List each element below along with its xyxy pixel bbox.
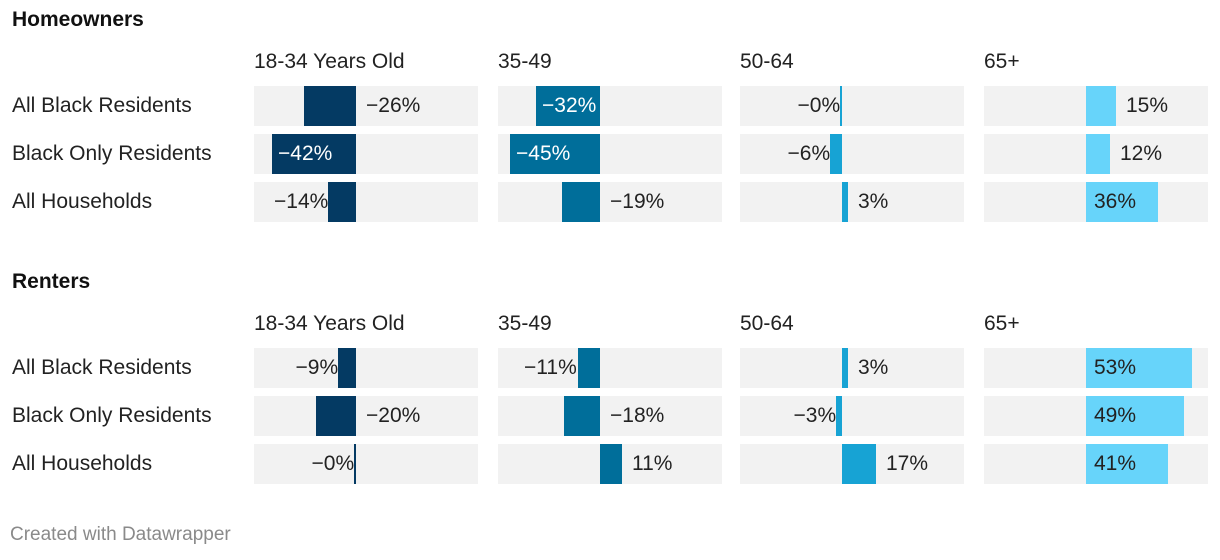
bar-cell: −45% (498, 134, 722, 174)
data-label: −19% (610, 190, 665, 213)
data-label: −6% (787, 142, 831, 165)
column-header: 50-64 (740, 50, 794, 73)
bar-cell: 17% (740, 444, 964, 484)
bar (836, 396, 842, 436)
bar (562, 182, 600, 222)
bar (1086, 182, 1158, 222)
data-label: 17% (886, 452, 929, 475)
column-header: 65+ (984, 50, 1020, 73)
bar-cell: 53% (984, 348, 1208, 388)
data-label: 41% (1094, 452, 1137, 475)
data-label: −45% (516, 142, 571, 165)
data-label: −20% (366, 404, 421, 427)
footer-credit: Created with Datawrapper (10, 524, 231, 545)
bar-cell: 49% (984, 396, 1208, 436)
bar (328, 182, 356, 222)
bar (272, 134, 356, 174)
data-label: −11% (524, 356, 577, 379)
bar (510, 134, 600, 174)
data-label: 53% (1094, 356, 1137, 379)
bar-cell: −6% (740, 134, 964, 174)
bar-cell: −26% (254, 86, 478, 126)
bar-cell: −19% (498, 182, 722, 222)
row-label: Black Only Residents (12, 142, 212, 165)
data-label: 36% (1094, 190, 1137, 213)
data-label: −0% (311, 452, 355, 475)
row-label: All Black Residents (12, 94, 192, 117)
bar (600, 444, 622, 484)
bar-cell: 15% (984, 86, 1208, 126)
data-label: −3% (793, 404, 837, 427)
data-label: −26% (366, 94, 421, 117)
bar (842, 348, 848, 388)
bar (316, 396, 356, 436)
bar-cell: −32% (498, 86, 722, 126)
bar-cell: 3% (740, 348, 964, 388)
column-header: 35-49 (498, 312, 552, 335)
bar-cell: −42% (254, 134, 478, 174)
column-header: 18-34 Years Old (254, 312, 405, 335)
data-label: −18% (610, 404, 665, 427)
bar (564, 396, 600, 436)
data-label: −0% (797, 94, 841, 117)
bar (842, 182, 848, 222)
bar (338, 348, 356, 388)
column-header: 18-34 Years Old (254, 50, 405, 73)
bar (304, 86, 356, 126)
bar (354, 444, 356, 484)
data-label: 12% (1120, 142, 1163, 165)
bar-cell: −11% (498, 348, 722, 388)
bar (536, 86, 600, 126)
bar (1086, 134, 1110, 174)
bar (1086, 396, 1184, 436)
bar-cell: 3% (740, 182, 964, 222)
data-label: 11% (632, 452, 673, 475)
bar-cell: −14% (254, 182, 478, 222)
row-label: All Households (12, 452, 153, 475)
bar-cell: −0% (254, 444, 478, 484)
panel-title: Renters (12, 270, 91, 293)
bar-cell: −20% (254, 396, 478, 436)
data-label: −42% (278, 142, 333, 165)
bar-cell: 12% (984, 134, 1208, 174)
data-label: 3% (858, 356, 889, 379)
column-header: 65+ (984, 312, 1020, 335)
panel-title: Homeowners (12, 8, 144, 31)
data-label: −9% (295, 356, 339, 379)
bar (1086, 348, 1192, 388)
bar-cell: 36% (984, 182, 1208, 222)
column-header: 50-64 (740, 312, 794, 335)
row-label: Black Only Residents (12, 404, 212, 427)
bar-cell: 41% (984, 444, 1208, 484)
row-label: All Households (12, 190, 153, 213)
bar-cell: −18% (498, 396, 722, 436)
bar (1086, 86, 1116, 126)
data-label: 49% (1094, 404, 1137, 427)
data-label: 15% (1126, 94, 1169, 117)
bar-cell: 11% (498, 444, 722, 484)
column-header: 35-49 (498, 50, 552, 73)
bar-cell: −0% (740, 86, 964, 126)
bar (578, 348, 600, 388)
bar (840, 86, 842, 126)
data-label: −14% (274, 190, 329, 213)
bar (1086, 444, 1168, 484)
bar-cell: −9% (254, 348, 478, 388)
data-label: 3% (858, 190, 889, 213)
bar-cell: −3% (740, 396, 964, 436)
row-label: All Black Residents (12, 356, 192, 379)
data-label: −32% (542, 94, 597, 117)
bar (830, 134, 842, 174)
bar (842, 444, 876, 484)
